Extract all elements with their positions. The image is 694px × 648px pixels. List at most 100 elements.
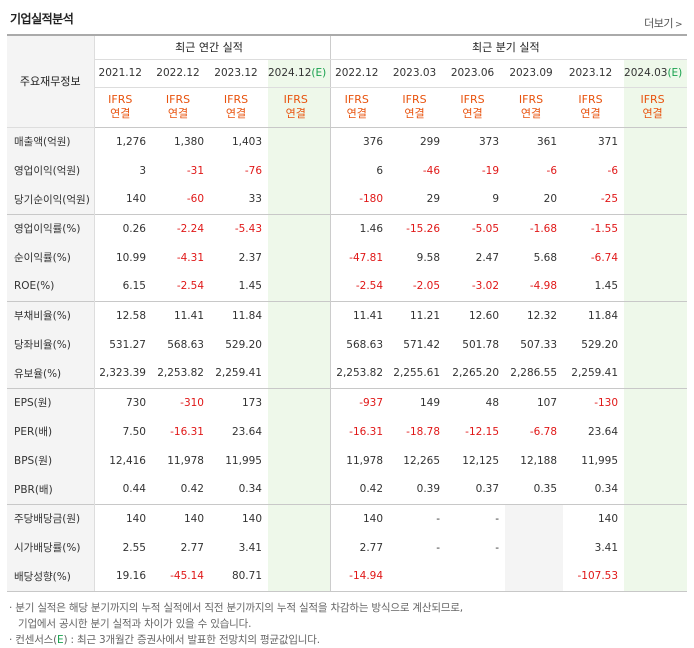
quarter-value-cell: 373 — [478, 135, 500, 148]
quarter-value-cell: 0.34 — [594, 483, 619, 496]
quarter-value-cell: 2.47 — [475, 251, 500, 264]
ifrs-label: IFRS 연결 — [446, 87, 506, 128]
annual-value-cell: -31 — [186, 164, 204, 177]
annual-value-cell: -310 — [152, 387, 210, 417]
ifrs-label: IFRS 연결 — [505, 87, 564, 128]
quarter-value-cell: 2.77 — [329, 533, 390, 562]
annual-value-cell — [268, 330, 331, 359]
annual-value-cell: 11.41 — [152, 300, 210, 330]
quarter-value-cell: 3.41 — [594, 541, 619, 554]
table-row: 영업이익률(%) 0.26 -2.24 -5.43 1.46 -15.26 -5.05 -1.… — [7, 213, 688, 243]
annual-value-cell: -60 — [186, 193, 204, 206]
quarter-value-cell — [624, 387, 688, 417]
quarter-value-cell: 1.46 — [329, 213, 390, 243]
annual-value-cell — [268, 417, 331, 446]
quarter-value-cell: 11.84 — [563, 300, 625, 330]
footnote-1: · 분기 실적은 해당 분기까지의 누적 실적에서 직전 분기까지의 누적 실적… — [9, 602, 463, 614]
quarter-value-cell — [505, 562, 564, 592]
quarter-value-cell: 12.32 — [505, 300, 564, 330]
row-label: 당좌비율(%) — [7, 330, 95, 359]
quarter-value-cell: -180 — [329, 185, 390, 214]
annual-value-cell: 140 — [152, 503, 210, 533]
period-header: 2022.12 — [329, 59, 390, 88]
quarter-value-cell — [624, 533, 688, 562]
quarter-value-cell: 149 — [389, 387, 447, 417]
quarter-value-cell: -937 — [329, 387, 390, 417]
quarter-value-cell: 9.58 — [416, 251, 441, 264]
annual-value-cell — [268, 213, 331, 243]
quarter-value-cell: -19 — [481, 164, 500, 177]
quarter-value-cell: -14.94 — [329, 562, 390, 592]
quarter-value-cell — [624, 503, 688, 533]
period-header-row: 2021.12 2022.12 2023.12 2024.12(E) 2022.… — [7, 59, 688, 88]
quarter-value-cell — [624, 562, 688, 592]
quarter-value-cell: - — [436, 541, 441, 554]
quarter-value-cell: -6 — [546, 164, 558, 177]
quarter-value-cell — [624, 127, 688, 156]
more-link[interactable]: 더보기 > — [644, 15, 682, 31]
row-label: PBR(배) — [7, 475, 95, 504]
quarter-value-cell: -1.68 — [505, 213, 564, 243]
ifrs-label: IFRS 연결 — [563, 87, 625, 128]
table-row: PER(배) 7.50 -16.31 23.64 -16.31 -18.78 -12.15 -… — [7, 417, 688, 446]
period-header: 2023.12 — [210, 59, 268, 88]
chevron-right-icon: > — [674, 20, 683, 30]
annual-value-cell — [268, 243, 331, 272]
quarter-value-cell: 1.45 — [594, 280, 619, 293]
row-label: 주당배당금(원) — [7, 503, 95, 533]
quarter-value-cell: -12.15 — [465, 425, 500, 438]
annual-value-cell: 730 — [94, 387, 152, 417]
ifrs-label: IFRS 연결 — [329, 87, 390, 128]
annual-value-cell — [268, 300, 331, 330]
annual-value-cell: 11,978 — [167, 454, 204, 467]
ifrs-label: IFRS 연결 — [389, 87, 447, 128]
row-label: 시가배당률(%) — [7, 533, 95, 562]
quarter-value-cell: 371 — [597, 135, 619, 148]
period-header-estimate: 2024.12(E) — [268, 59, 331, 88]
row-label: ROE(%) — [7, 272, 95, 301]
annual-value-cell — [268, 562, 331, 592]
period-header-estimate: 2024.03(E) — [624, 59, 688, 88]
ifrs-label: IFRS 연결 — [152, 87, 210, 128]
footnote-2: · 컨센서스(E) : 최근 3개월간 증권사에서 발표한 전망치의 평균값입니… — [9, 634, 320, 646]
quarter-value-cell: 571.42 — [403, 338, 441, 351]
quarter-value-cell: -2.05 — [412, 280, 441, 293]
row-label: 영업이익(억원) — [7, 156, 95, 185]
annual-value-cell: 0.42 — [180, 483, 204, 496]
annual-value-cell: 568.63 — [167, 338, 204, 351]
footnotes: · 분기 실적은 해당 분기까지의 누적 실적에서 직전 분기까지의 누적 실적… — [9, 600, 463, 648]
quarter-value-cell: - — [495, 541, 500, 554]
ifrs-label: IFRS 연결 — [268, 87, 331, 128]
quarter-value-cell: -5.05 — [446, 213, 506, 243]
annual-value-cell: 2.55 — [122, 541, 146, 554]
annual-value-cell: -16.31 — [170, 425, 204, 438]
annual-value-cell: 10.99 — [115, 251, 146, 264]
quarter-value-cell: 0.39 — [416, 483, 441, 496]
annual-value-cell: 12.58 — [94, 300, 152, 330]
quarter-value-cell: 48 — [446, 387, 506, 417]
annual-value-cell: 0.34 — [238, 483, 262, 496]
table-row: 순이익률(%) 10.99 -4.31 2.37 -47.81 9.58 2.47 5.68 -… — [7, 243, 688, 272]
row-label: 매출액(억원) — [7, 127, 95, 156]
annual-value-cell: -45.14 — [152, 562, 210, 592]
quarter-value-cell: 12,265 — [403, 454, 441, 467]
quarter-value-cell: -4.98 — [529, 280, 558, 293]
annual-value-cell: 1,403 — [231, 135, 262, 148]
quarter-value-cell: 2,259.41 — [571, 367, 619, 380]
quarter-value-cell: 2,286.55 — [510, 367, 558, 380]
annual-value-cell: 3 — [139, 164, 146, 177]
row-label: 유보율(%) — [7, 359, 95, 388]
row-label: BPS(원) — [7, 446, 95, 475]
quarter-value-cell: 5.68 — [533, 251, 558, 264]
table-row: 당좌비율(%) 531.27 568.63 529.20 568.63 571.42 501… — [7, 330, 688, 359]
table-body: 매출액(억원) 1,276 1,380 1,403 376 299 373 361 371 영업이… — [7, 127, 688, 592]
annual-value-cell: 173 — [210, 387, 268, 417]
table-row: EPS(원) 730 -310 173 -937 149 48 107 -130 — [7, 387, 688, 417]
annual-value-cell — [268, 387, 331, 417]
quarter-value-cell: 9 — [492, 193, 500, 206]
quarter-value-cell: -6.78 — [529, 425, 558, 438]
table-row: 부채비율(%) 12.58 11.41 11.84 11.41 11.21 12.60 12.… — [7, 300, 688, 330]
quarter-value-cell: 361 — [536, 135, 558, 148]
row-label: EPS(원) — [7, 387, 95, 417]
annual-value-cell — [268, 533, 331, 562]
